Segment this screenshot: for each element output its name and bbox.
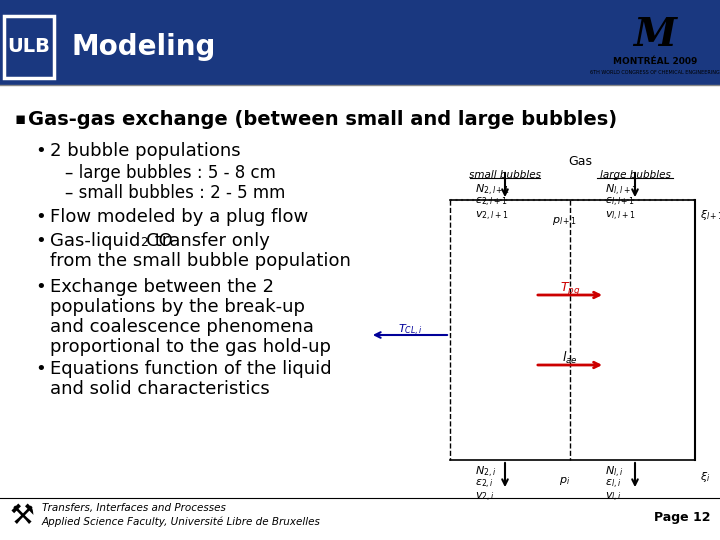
Text: 2 bubble populations: 2 bubble populations bbox=[50, 142, 240, 160]
Text: ULB: ULB bbox=[8, 37, 50, 57]
Text: $v_{2,l+1}$: $v_{2,l+1}$ bbox=[475, 210, 508, 223]
Text: from the small bubble population: from the small bubble population bbox=[50, 252, 351, 270]
Text: •: • bbox=[35, 278, 46, 296]
Text: $p_i$: $p_i$ bbox=[559, 475, 571, 487]
Text: Gas: Gas bbox=[568, 155, 592, 168]
Text: $T_{CL,i}$: $T_{CL,i}$ bbox=[397, 323, 423, 338]
FancyBboxPatch shape bbox=[4, 16, 54, 78]
Text: $\varepsilon_{2,i}$: $\varepsilon_{2,i}$ bbox=[475, 478, 494, 491]
Text: $v_{2,i}$: $v_{2,i}$ bbox=[475, 491, 495, 504]
Text: •: • bbox=[35, 360, 46, 378]
Text: MONTRÉAL 2009: MONTRÉAL 2009 bbox=[613, 57, 697, 66]
Text: $\xi_i$: $\xi_i$ bbox=[700, 470, 711, 484]
Text: Page 12: Page 12 bbox=[654, 511, 710, 524]
Text: transfer only: transfer only bbox=[149, 232, 270, 250]
Text: $\varepsilon_{2,l+1}$: $\varepsilon_{2,l+1}$ bbox=[475, 196, 508, 209]
Text: proportional to the gas hold-up: proportional to the gas hold-up bbox=[50, 338, 331, 356]
Text: ⚒: ⚒ bbox=[9, 502, 35, 530]
Text: $N_{2,i}$: $N_{2,i}$ bbox=[475, 465, 496, 480]
Text: $N_{l,l+1}$: $N_{l,l+1}$ bbox=[605, 183, 637, 198]
Text: $\varepsilon_{l,i}$: $\varepsilon_{l,i}$ bbox=[605, 478, 621, 491]
Text: •: • bbox=[35, 142, 46, 160]
Text: $\varepsilon_{l,l+1}$: $\varepsilon_{l,l+1}$ bbox=[605, 196, 635, 209]
Text: large bubbles: large bubbles bbox=[600, 170, 670, 180]
Text: Gas-gas exchange (between small and large bubbles): Gas-gas exchange (between small and larg… bbox=[28, 110, 617, 129]
Text: •: • bbox=[35, 232, 46, 250]
Text: Exchange between the 2: Exchange between the 2 bbox=[50, 278, 274, 296]
Text: – large bubbles : 5 - 8 cm: – large bubbles : 5 - 8 cm bbox=[65, 164, 276, 182]
Text: Modeling: Modeling bbox=[72, 33, 217, 61]
Text: 2: 2 bbox=[140, 236, 148, 249]
Text: Gas-liquid CO: Gas-liquid CO bbox=[50, 232, 173, 250]
Text: 6TH WORLD CONGRESS OF CHEMICAL ENGINEERING: 6TH WORLD CONGRESS OF CHEMICAL ENGINEERI… bbox=[590, 70, 720, 75]
Text: $l_{ae}$: $l_{ae}$ bbox=[562, 350, 578, 366]
Text: $N_{2,l+1}$: $N_{2,l+1}$ bbox=[475, 183, 510, 198]
Text: $N_{l,i}$: $N_{l,i}$ bbox=[605, 465, 624, 480]
Text: – small bubbles : 2 - 5 mm: – small bubbles : 2 - 5 mm bbox=[65, 184, 285, 202]
Text: small bubbles: small bubbles bbox=[469, 170, 541, 180]
Text: Applied Science Faculty, Université Libre de Bruxelles: Applied Science Faculty, Université Libr… bbox=[42, 517, 321, 527]
Text: and solid characteristics: and solid characteristics bbox=[50, 380, 270, 398]
Text: $p_{l+1}$: $p_{l+1}$ bbox=[552, 215, 577, 227]
Text: ▪: ▪ bbox=[14, 110, 25, 128]
Text: $v_{l,i}$: $v_{l,i}$ bbox=[605, 491, 622, 504]
Bar bbox=[0, 0, 58, 85]
Text: Transfers, Interfaces and Processes: Transfers, Interfaces and Processes bbox=[42, 503, 226, 513]
Text: $v_{l,l+1}$: $v_{l,l+1}$ bbox=[605, 210, 636, 223]
Text: Equations function of the liquid: Equations function of the liquid bbox=[50, 360, 332, 378]
Text: and coalescence phenomena: and coalescence phenomena bbox=[50, 318, 314, 336]
Text: Flow modeled by a plug flow: Flow modeled by a plug flow bbox=[50, 208, 308, 226]
Bar bbox=[0, 0, 720, 85]
Text: •: • bbox=[35, 208, 46, 226]
Text: $\xi_{l+1}$: $\xi_{l+1}$ bbox=[700, 208, 720, 222]
Text: populations by the break-up: populations by the break-up bbox=[50, 298, 305, 316]
Text: M: M bbox=[634, 16, 677, 54]
Text: $T_{pg}$: $T_{pg}$ bbox=[559, 280, 580, 297]
